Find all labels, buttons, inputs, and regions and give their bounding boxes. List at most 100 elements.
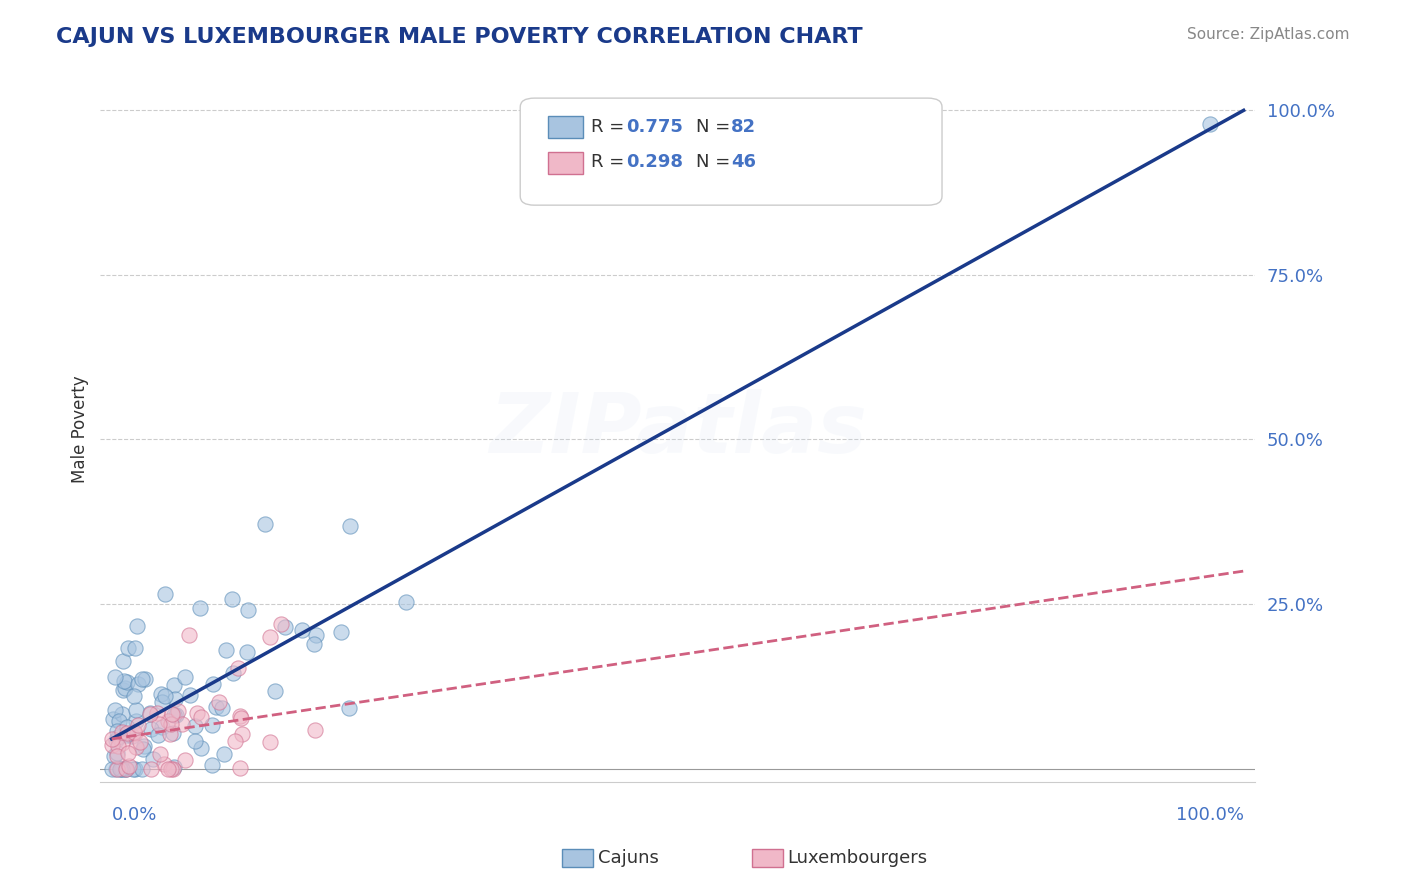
Point	[224, 734, 246, 748]
Point	[188, 601, 211, 615]
Point	[131, 742, 153, 756]
Point	[124, 725, 146, 739]
Point	[127, 717, 149, 731]
Point	[339, 518, 361, 533]
Point	[150, 695, 173, 709]
Point	[162, 707, 184, 722]
Point	[160, 717, 183, 731]
Point	[221, 591, 243, 606]
Point	[131, 673, 153, 687]
Point	[167, 704, 190, 718]
Point	[259, 735, 281, 749]
Point	[179, 628, 201, 642]
Point	[101, 762, 124, 776]
Point	[105, 762, 128, 776]
Point	[153, 587, 176, 601]
Y-axis label: Male Poverty: Male Poverty	[72, 376, 89, 483]
Text: 82: 82	[731, 118, 756, 136]
Point	[291, 623, 314, 637]
Point	[1198, 116, 1220, 130]
Point	[202, 677, 225, 691]
Point	[105, 723, 128, 738]
Point	[117, 746, 139, 760]
Point	[115, 675, 138, 690]
Point	[115, 762, 138, 776]
Point	[190, 740, 212, 755]
Point	[107, 731, 129, 745]
Point	[125, 714, 148, 728]
Point	[149, 687, 172, 701]
Point	[131, 762, 153, 776]
Point	[304, 723, 326, 737]
Point	[104, 703, 127, 717]
Point	[132, 739, 155, 754]
Point	[174, 670, 197, 684]
Text: 0.298: 0.298	[626, 153, 683, 171]
Point	[101, 732, 124, 747]
Point	[114, 728, 136, 742]
Point	[165, 707, 187, 722]
Point	[184, 734, 207, 748]
Point	[337, 701, 360, 715]
Point	[125, 618, 148, 632]
Point	[115, 726, 138, 740]
Point	[111, 707, 134, 722]
Text: Source: ZipAtlas.com: Source: ZipAtlas.com	[1187, 27, 1350, 42]
Point	[115, 762, 138, 776]
Point	[141, 762, 163, 776]
Point	[215, 643, 238, 657]
Point	[125, 703, 148, 717]
Point	[160, 762, 183, 776]
Point	[165, 691, 187, 706]
Text: N =: N =	[696, 153, 735, 171]
Point	[139, 723, 162, 737]
Point	[149, 747, 172, 761]
Point	[103, 748, 125, 763]
Point	[229, 709, 252, 723]
Point	[302, 637, 325, 651]
Point	[107, 739, 129, 754]
Point	[117, 640, 139, 655]
Point	[157, 762, 180, 776]
Point	[114, 681, 136, 695]
Point	[153, 756, 176, 771]
Point	[238, 603, 260, 617]
Point	[124, 762, 146, 776]
Text: 100.0%: 100.0%	[1175, 806, 1244, 824]
Point	[112, 682, 135, 697]
Point	[114, 762, 136, 776]
Point	[201, 717, 224, 731]
Point	[111, 762, 134, 776]
Point	[305, 628, 328, 642]
Text: Cajuns: Cajuns	[598, 849, 658, 867]
Point	[155, 689, 177, 703]
Point	[159, 727, 181, 741]
Text: 0.0%: 0.0%	[111, 806, 157, 824]
Point	[259, 630, 281, 644]
Point	[101, 712, 124, 726]
Point	[105, 746, 128, 760]
Text: 0.775: 0.775	[626, 118, 682, 136]
Point	[122, 762, 145, 776]
Point	[157, 714, 180, 728]
Point	[145, 706, 167, 721]
Point	[124, 641, 146, 656]
Point	[150, 720, 173, 734]
Text: R =: R =	[591, 153, 630, 171]
Point	[115, 720, 138, 734]
Point	[134, 672, 156, 686]
Point	[127, 677, 149, 691]
Point	[201, 757, 224, 772]
Text: N =: N =	[696, 118, 735, 136]
Text: 46: 46	[731, 153, 756, 171]
Point	[190, 709, 212, 723]
Point	[253, 517, 276, 532]
Point	[222, 666, 245, 681]
Point	[148, 717, 170, 731]
Point	[212, 747, 235, 761]
Point	[104, 670, 127, 684]
Point	[105, 762, 128, 776]
Point	[105, 749, 128, 764]
Point	[395, 595, 418, 609]
Point	[162, 707, 184, 722]
